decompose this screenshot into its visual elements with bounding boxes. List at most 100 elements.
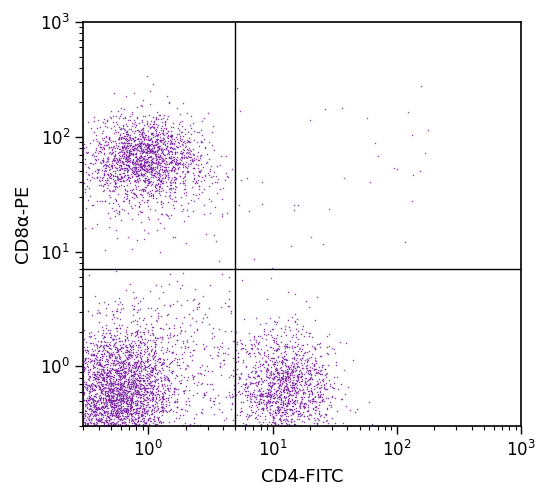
Point (68, 388, 77, 396)
Point (136, 355, 145, 363)
Point (116, 156, 124, 164)
Point (124, 209, 133, 217)
Point (126, 428, 135, 436)
Point (123, 132, 131, 140)
Point (296, 442, 305, 450)
Point (151, 163, 160, 171)
Point (151, 362, 160, 370)
Point (276, 422, 285, 430)
Point (143, 181, 152, 189)
Point (280, 388, 289, 396)
Point (266, 446, 274, 454)
Point (238, 423, 247, 431)
Point (294, 358, 302, 366)
Point (129, 89, 138, 97)
Point (141, 423, 150, 431)
Point (288, 382, 296, 390)
Point (205, 172, 213, 179)
Point (82, 398, 91, 406)
Point (101, 160, 110, 168)
Point (92, 406, 101, 413)
Point (100, 420, 108, 428)
Point (319, 380, 328, 388)
Point (97, 350, 106, 358)
Point (103, 348, 112, 356)
Point (119, 373, 128, 381)
Point (107, 144, 116, 152)
Point (164, 377, 173, 385)
Point (173, 159, 182, 167)
Point (251, 395, 260, 403)
Point (107, 482, 116, 490)
Point (164, 457, 173, 465)
Point (265, 378, 274, 386)
Point (113, 384, 122, 392)
Point (314, 468, 322, 475)
Point (158, 398, 167, 406)
Point (87, 425, 96, 433)
Point (127, 404, 136, 411)
Point (113, 432, 122, 440)
Point (69, 178, 78, 186)
Point (128, 169, 137, 177)
Point (135, 137, 144, 145)
Point (310, 398, 319, 406)
Point (104, 447, 113, 455)
Point (139, 384, 148, 392)
Point (97, 432, 106, 440)
Point (139, 176, 148, 184)
Point (127, 330, 136, 338)
Point (96, 177, 105, 185)
Point (151, 135, 160, 143)
Point (200, 371, 209, 379)
Point (161, 390, 169, 398)
Point (111, 436, 120, 444)
Point (110, 396, 119, 404)
Point (233, 412, 242, 420)
Point (162, 165, 170, 173)
Point (143, 345, 152, 353)
Point (101, 122, 109, 130)
Point (91, 427, 100, 435)
Point (100, 168, 108, 175)
Point (81, 396, 90, 404)
Point (283, 400, 292, 407)
Point (98, 182, 107, 190)
Point (167, 158, 175, 166)
Point (92, 430, 101, 438)
Point (87, 464, 96, 472)
Point (126, 425, 135, 433)
Point (123, 386, 132, 394)
Point (87, 370, 96, 378)
Point (155, 145, 164, 153)
Point (128, 402, 136, 410)
Point (248, 380, 257, 388)
Point (120, 164, 129, 172)
Point (279, 386, 288, 394)
Point (96, 437, 104, 445)
Point (292, 426, 300, 434)
Point (109, 404, 118, 412)
Point (112, 324, 121, 332)
Point (85, 388, 94, 396)
Point (79, 378, 88, 386)
Point (122, 405, 130, 413)
Point (198, 138, 207, 146)
Point (293, 372, 302, 380)
Point (91, 167, 100, 175)
Point (156, 387, 164, 395)
Point (133, 410, 142, 418)
Point (104, 199, 113, 207)
Point (109, 154, 118, 162)
Point (139, 400, 148, 408)
Point (305, 328, 314, 336)
Point (287, 367, 296, 375)
Point (165, 392, 174, 400)
Point (111, 408, 119, 416)
Point (319, 361, 328, 369)
Point (164, 134, 173, 142)
Point (136, 390, 145, 398)
Point (90, 363, 98, 371)
Point (126, 436, 135, 444)
Point (99, 341, 108, 349)
